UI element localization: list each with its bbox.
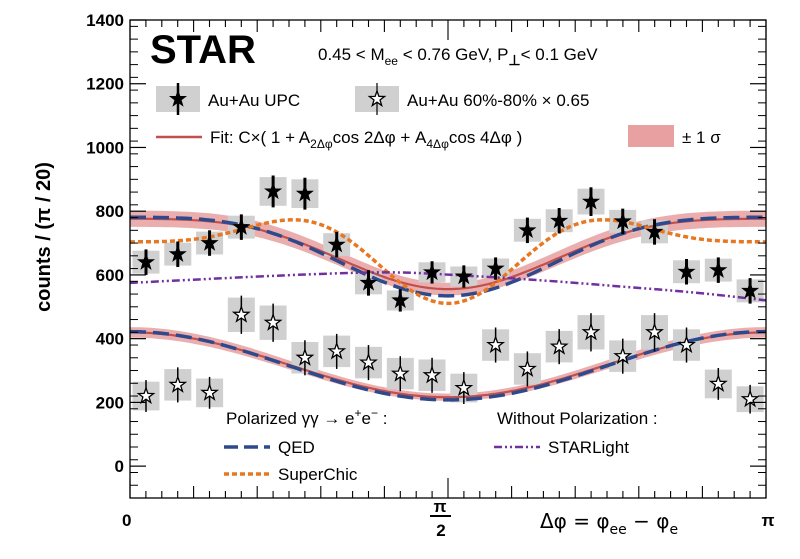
marker-upc-9 bbox=[422, 262, 442, 281]
marker-peripheral-10 bbox=[454, 378, 474, 397]
fit-band-peripheral bbox=[130, 327, 766, 401]
legend-entry-starlight: STARLight bbox=[494, 438, 629, 457]
legend-label-sigma: ± 1 σ bbox=[682, 128, 721, 147]
marker-peripheral-13 bbox=[549, 336, 569, 355]
marker-upc-10 bbox=[454, 266, 473, 285]
y-tick-label-1400: 1400 bbox=[86, 11, 124, 30]
marker-peripheral-18 bbox=[708, 373, 728, 393]
marker-upc-8 bbox=[391, 290, 410, 309]
marker-peripheral-15 bbox=[613, 346, 633, 365]
marker-upc-0 bbox=[136, 252, 156, 270]
data-points bbox=[136, 175, 760, 414]
legend-marker-upc bbox=[168, 89, 188, 107]
marker-peripheral-12 bbox=[517, 358, 537, 378]
y-tick-label-1200: 1200 bbox=[86, 75, 124, 94]
axis-ticks: 0 200 400 600 800 1000 1200 1400 bbox=[86, 11, 767, 499]
marker-peripheral-9 bbox=[422, 365, 442, 384]
marker-peripheral-14 bbox=[581, 322, 601, 341]
y-tick-label-200: 200 bbox=[96, 393, 124, 412]
marker-upc-19 bbox=[741, 281, 760, 299]
legend-entry-superchic: SuperChic bbox=[224, 465, 358, 484]
legend-label-fit: Fit: C×( 1 + A2Δφcos 2Δφ + A4Δφcos 4Δφ ) bbox=[210, 128, 522, 151]
marker-peripheral-6 bbox=[327, 341, 347, 360]
marker-upc-17 bbox=[677, 262, 696, 280]
x-axis-label: Δφ = φee − φe bbox=[540, 509, 678, 538]
legend-without-header: Without Polarization : bbox=[497, 409, 658, 428]
legend-label-peripheral: Au+Au 60%-80% × 0.65 bbox=[407, 91, 589, 110]
legend-label-superchic: SuperChic bbox=[278, 465, 358, 484]
marker-peripheral-0 bbox=[136, 386, 156, 405]
fit-bands bbox=[130, 210, 766, 401]
legend-label-starlight: STARLight bbox=[548, 438, 629, 457]
marker-upc-6 bbox=[327, 235, 346, 253]
qed-curve-peripheral bbox=[129, 329, 767, 402]
y-axis-label: counts / (π / 20) bbox=[33, 162, 55, 312]
marker-upc-1 bbox=[168, 244, 187, 262]
marker-peripheral-1 bbox=[168, 374, 188, 393]
y-tick-label-600: 600 bbox=[96, 266, 124, 285]
marker-upc-15 bbox=[613, 211, 632, 230]
x-tick-label-0: 0 bbox=[122, 511, 131, 530]
legend-entry-upc: Au+Au UPC bbox=[156, 83, 300, 115]
starlight-curve bbox=[129, 271, 767, 302]
x-tick-label-pi-half-den: 2 bbox=[436, 521, 445, 540]
marker-upc-16 bbox=[645, 222, 664, 240]
marker-upc-3 bbox=[232, 217, 251, 235]
y-tick-label-400: 400 bbox=[96, 330, 124, 349]
marker-peripheral-2 bbox=[200, 382, 220, 401]
chart-subtitle: 0.45 < Mee < 0.76 GeV, P⊥< 0.1 GeV bbox=[318, 45, 598, 68]
y-tick-label-0: 0 bbox=[115, 457, 124, 476]
legend-polarized-header: Polarized γγ → e+e− : bbox=[226, 406, 387, 428]
marker-upc-12 bbox=[518, 220, 537, 239]
marker-peripheral-5 bbox=[295, 347, 315, 366]
legend-band-sigma bbox=[628, 125, 674, 147]
marker-peripheral-17 bbox=[676, 335, 696, 354]
legend-label-upc: Au+Au UPC bbox=[208, 91, 300, 110]
marker-peripheral-16 bbox=[645, 322, 664, 341]
marker-peripheral-8 bbox=[390, 363, 410, 382]
legend-entry-sigma: ± 1 σ bbox=[628, 125, 721, 147]
qed-curve-upc bbox=[130, 215, 766, 298]
chart-title: STAR bbox=[150, 28, 256, 72]
marker-upc-14 bbox=[581, 192, 601, 210]
marker-upc-5 bbox=[295, 184, 314, 202]
marker-peripheral-11 bbox=[486, 335, 506, 354]
marker-peripheral-3 bbox=[231, 304, 251, 323]
x-tick-label-pi: π bbox=[761, 511, 774, 530]
marker-upc-7 bbox=[359, 273, 378, 291]
marker-peripheral-7 bbox=[359, 352, 378, 371]
fit-band-upc bbox=[130, 210, 766, 296]
legend-marker-peripheral bbox=[367, 89, 387, 108]
y-tick-label-800: 800 bbox=[96, 202, 124, 221]
legend-entry-peripheral: Au+Au 60%-80% × 0.65 bbox=[355, 83, 589, 115]
x-tick-label-pi-half-num: π bbox=[433, 497, 446, 516]
marker-upc-13 bbox=[550, 211, 569, 229]
marker-peripheral-4 bbox=[263, 312, 283, 331]
y-tick-label-1000: 1000 bbox=[86, 138, 124, 157]
legend-entry-fit: Fit: C×( 1 + A2Δφcos 2Δφ + A4Δφcos 4Δφ ) bbox=[156, 128, 522, 151]
marker-upc-18 bbox=[709, 260, 728, 278]
marker-upc-11 bbox=[486, 259, 505, 277]
legend-entry-qed: QED bbox=[224, 438, 315, 457]
marker-upc-4 bbox=[264, 181, 283, 200]
model-curves bbox=[129, 215, 767, 402]
legend-label-qed: QED bbox=[278, 438, 315, 457]
marker-upc-2 bbox=[200, 233, 219, 251]
